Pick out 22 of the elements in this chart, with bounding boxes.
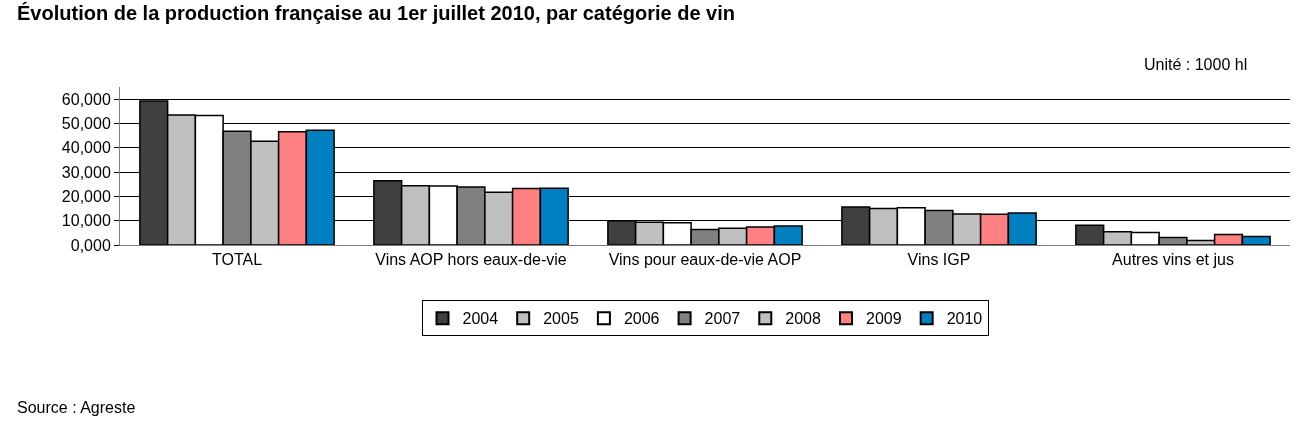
legend-label: 2005 xyxy=(543,310,579,328)
legend-label: 2006 xyxy=(623,310,660,328)
y-tick-label: 20,000 xyxy=(61,187,111,205)
x-tick-label: Vins AOP hors eaux-de-vie xyxy=(375,251,567,269)
y-tick-label: 40,000 xyxy=(61,139,111,157)
x-tick-label: Vins IGP xyxy=(907,251,971,269)
legend-label: 2008 xyxy=(785,310,821,328)
x-tick-label: Autres vins et jus xyxy=(1112,251,1234,269)
text: Unité : 1000 hl xyxy=(1144,56,1248,73)
y-tick-label: 0,000 xyxy=(70,236,111,254)
legend-label: 2010 xyxy=(946,310,983,328)
x-tick-label: Vins pour eaux-de-vie AOP xyxy=(608,251,802,269)
y-tick-label: 60,000 xyxy=(61,90,111,108)
y-tick-label: 30,000 xyxy=(61,163,111,181)
y-tick-label: 10,000 xyxy=(61,212,111,230)
legend-label: 2007 xyxy=(704,310,741,328)
legend-label: 2004 xyxy=(462,310,499,328)
chart-title: Évolution de la production française au 1er juillet 2010, par catégorie de vin xyxy=(17,2,736,25)
legend-label: 2009 xyxy=(865,310,902,328)
y-tick-label: 50,000 xyxy=(61,115,111,133)
source-note: Source : Agreste xyxy=(17,399,136,416)
x-tick-label: TOTAL xyxy=(211,251,263,269)
